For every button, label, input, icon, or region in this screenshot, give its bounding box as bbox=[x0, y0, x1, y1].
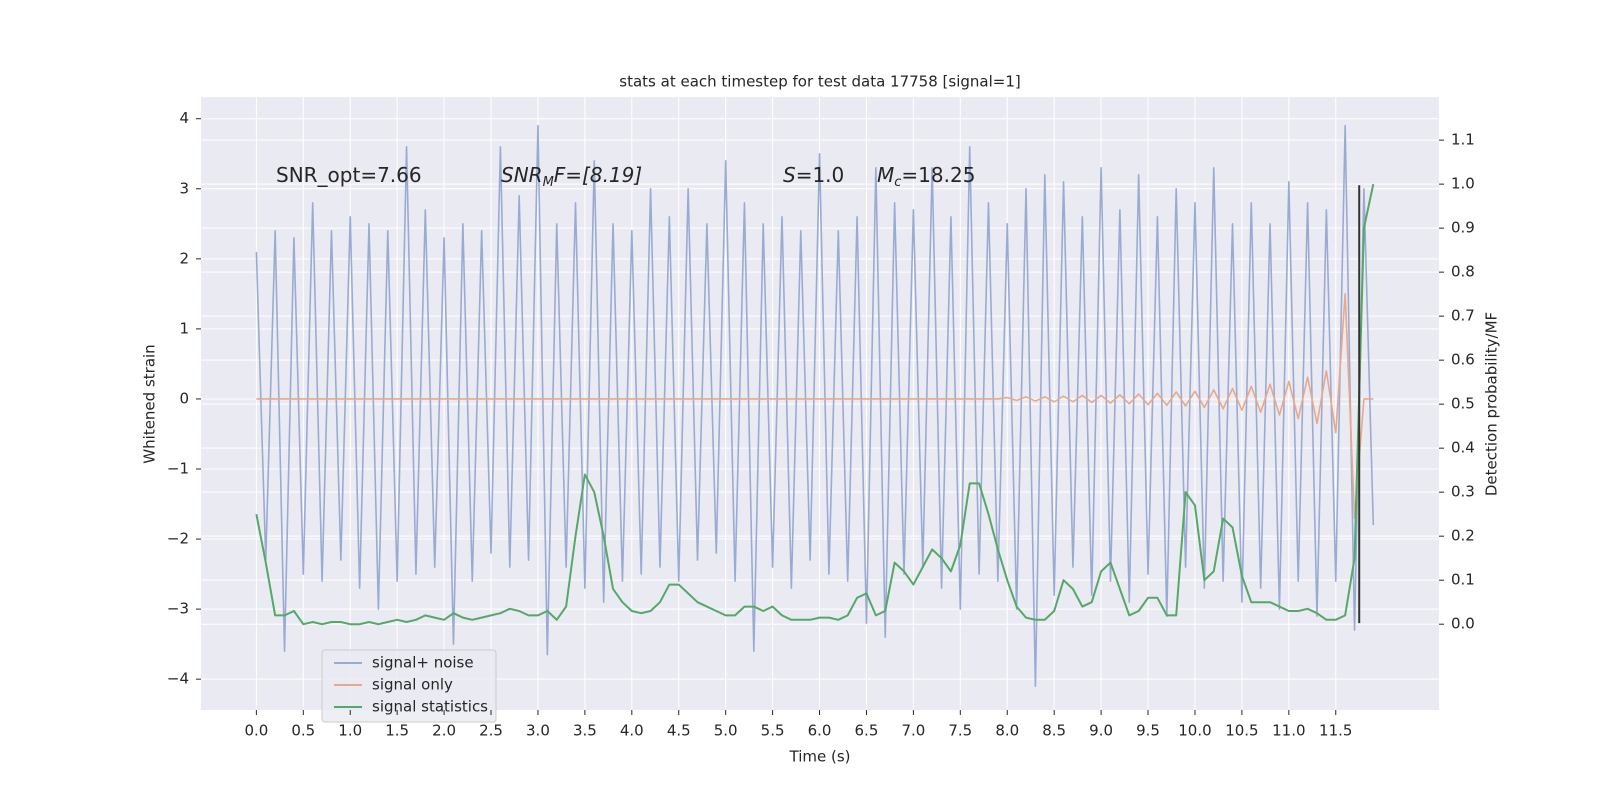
y2-tick-label: 0.0 bbox=[1451, 615, 1475, 633]
series-line bbox=[256, 293, 1374, 519]
x-tick-label: 3.0 bbox=[526, 722, 550, 740]
y2-tick-label: 0.4 bbox=[1451, 439, 1475, 457]
legend: signal+ noise signal only signal statistic… bbox=[321, 649, 497, 723]
series-line bbox=[255, 124, 1375, 687]
y2-tick-label: 0.8 bbox=[1451, 263, 1475, 281]
annotation-part: =1.0 bbox=[796, 163, 845, 187]
x-tick-label: 7.5 bbox=[948, 722, 972, 740]
legend-label: signal only bbox=[372, 676, 453, 694]
grid bbox=[201, 97, 1439, 710]
legend-label: signal statistics bbox=[372, 698, 488, 716]
annotation-part: c bbox=[894, 175, 901, 190]
y-tick-label: 3 bbox=[179, 179, 189, 197]
x-tick-label: 1.0 bbox=[338, 722, 362, 740]
y2-tick-label: 1.1 bbox=[1451, 131, 1475, 149]
x-tick-label: 11.0 bbox=[1272, 722, 1305, 740]
y-axis-label: Whitened strain bbox=[141, 344, 159, 463]
x-tick-label: 6.0 bbox=[808, 722, 832, 740]
annotation-part: M bbox=[543, 175, 554, 190]
annotation-part: =18.25 bbox=[901, 163, 975, 187]
x-tick-label: 9.5 bbox=[1136, 722, 1160, 740]
y2-tick-label: 0.6 bbox=[1451, 351, 1475, 369]
annotation: S=1.0 bbox=[783, 163, 844, 187]
y2-tick-label: 0.2 bbox=[1451, 527, 1475, 545]
x-tick-label: 11.5 bbox=[1319, 722, 1352, 740]
x-tick-label: 2.5 bbox=[479, 722, 503, 740]
y-tick-label: −3 bbox=[167, 600, 189, 618]
y-tick-label: 2 bbox=[179, 249, 189, 267]
y2-tick-label: 0.7 bbox=[1451, 307, 1475, 325]
y-tick-label: −2 bbox=[167, 530, 189, 548]
annotation: SNR_opt=7.66 bbox=[276, 163, 422, 187]
annotation-part: F=[8.19] bbox=[554, 163, 642, 187]
annotation-part: M bbox=[877, 163, 894, 187]
y2-tick-label: 0.1 bbox=[1451, 571, 1475, 589]
annotation-part: SNR bbox=[501, 163, 543, 187]
x-tick-label: 0.0 bbox=[244, 722, 268, 740]
x-tick-label: 10.5 bbox=[1225, 722, 1258, 740]
series-line bbox=[255, 183, 1375, 626]
x-tick-label: 4.5 bbox=[667, 722, 691, 740]
y2-tick-label: 1.0 bbox=[1451, 175, 1475, 193]
x-tick-label: 6.5 bbox=[855, 722, 879, 740]
y2-tick-label: 0.9 bbox=[1451, 219, 1475, 237]
y2-tick-label: 0.5 bbox=[1451, 395, 1475, 413]
x-tick-label: 8.5 bbox=[1042, 722, 1066, 740]
annotation-part: SNR_opt=7.66 bbox=[276, 163, 422, 187]
x-tick-label: 8.0 bbox=[995, 722, 1019, 740]
x-tick-label: 3.5 bbox=[573, 722, 597, 740]
y-tick-label: 4 bbox=[179, 109, 189, 127]
y-tick-label: 1 bbox=[179, 319, 189, 337]
x-tick-label: 2.0 bbox=[432, 722, 456, 740]
y-tick-label: 0 bbox=[179, 389, 189, 407]
legend-label: signal+ noise bbox=[372, 654, 474, 672]
annotation-part: S bbox=[783, 163, 796, 187]
x-tick-label: 9.0 bbox=[1089, 722, 1113, 740]
x-tick-label: 10.0 bbox=[1178, 722, 1211, 740]
x-axis-label: Time (s) bbox=[789, 748, 851, 766]
marks bbox=[255, 124, 1375, 687]
x-tick-label: 1.5 bbox=[385, 722, 409, 740]
x-tick-label: 4.0 bbox=[620, 722, 644, 740]
legend-box bbox=[321, 649, 497, 723]
annotation: SNRMF=[8.19] bbox=[501, 163, 642, 190]
x-tick-label: 7.0 bbox=[901, 722, 925, 740]
y-tick-label: −1 bbox=[167, 460, 189, 478]
y-tick-label: −4 bbox=[167, 670, 189, 688]
y2-axis-label: Detection probability/MF bbox=[1483, 312, 1501, 496]
chart-title: stats at each timestep for test data 177… bbox=[619, 73, 1020, 91]
annotation: Mc=18.25 bbox=[877, 163, 975, 190]
x-tick-label: 5.0 bbox=[714, 722, 738, 740]
y2-tick-label: 0.3 bbox=[1451, 483, 1475, 501]
x-tick-label: 5.5 bbox=[761, 722, 785, 740]
x-tick-label: 0.5 bbox=[291, 722, 315, 740]
